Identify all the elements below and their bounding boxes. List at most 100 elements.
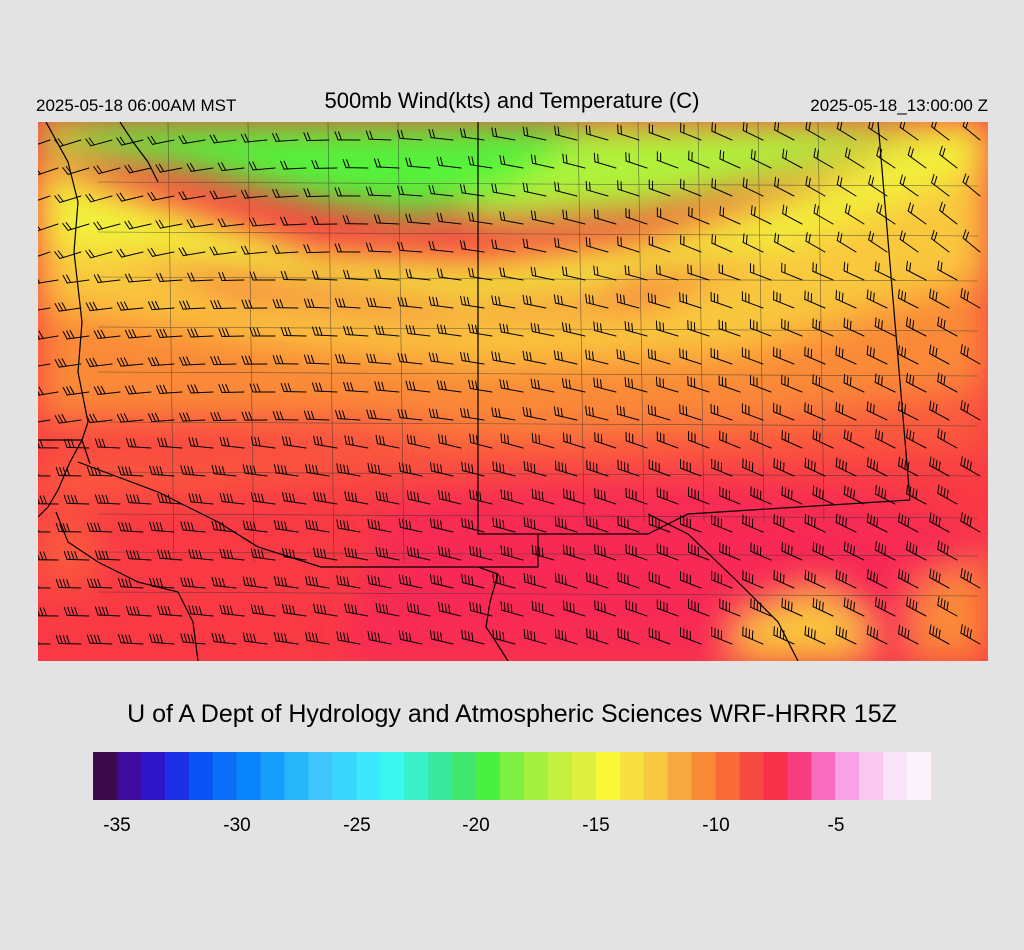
wind-barb	[305, 575, 330, 589]
wind-barb	[461, 461, 485, 477]
wind-barb	[962, 173, 981, 197]
wind-barb	[313, 435, 338, 449]
wind-barb	[157, 437, 183, 449]
wind-barb	[398, 462, 423, 477]
wind-barb	[272, 299, 299, 309]
wind-barb	[868, 174, 888, 197]
wind-barb	[375, 602, 400, 617]
wind-barb	[468, 323, 493, 337]
map-title: 500mb Wind(kts) and Temperature (C)	[324, 88, 700, 113]
wind-barb	[679, 292, 702, 309]
wind-barb	[492, 629, 516, 645]
colorbar-swatch	[907, 752, 932, 800]
wind-barb	[530, 322, 555, 337]
wind-barb	[773, 346, 795, 365]
colorbar-swatch	[595, 752, 621, 800]
wind-barb	[343, 325, 369, 337]
wind-barb	[242, 632, 268, 645]
wind-barb	[648, 515, 671, 533]
wind-barb	[469, 489, 493, 505]
county-line	[397, 122, 405, 563]
wind-barb	[367, 574, 392, 589]
wind-barb	[960, 568, 981, 589]
wind-barb	[805, 232, 826, 253]
wind-barb	[835, 289, 857, 309]
wind-barb	[126, 605, 152, 617]
wind-barb	[781, 262, 803, 281]
wind-barb	[523, 628, 547, 645]
wind-barb	[280, 270, 307, 281]
wind-barb	[438, 433, 462, 449]
wind-barb	[218, 383, 245, 394]
wind-barb	[187, 384, 214, 394]
wind-barb	[586, 628, 609, 645]
wind-barb	[303, 410, 330, 421]
wind-barb	[648, 627, 671, 645]
wind-barb	[812, 374, 834, 393]
wind-barb	[85, 249, 113, 259]
wind-barb	[617, 236, 640, 253]
wind-barb	[804, 457, 826, 477]
wind-barb	[405, 213, 431, 225]
wind-barb	[905, 316, 927, 337]
wind-barb	[531, 488, 555, 505]
wind-barb	[55, 634, 82, 645]
wind-barb	[365, 242, 392, 253]
wind-barb	[594, 432, 617, 449]
county-line	[757, 122, 765, 523]
wind-barb	[210, 356, 237, 366]
wind-barb	[38, 278, 59, 284]
wind-barb	[655, 264, 679, 281]
wind-barb	[248, 217, 276, 227]
wind-barb	[523, 516, 547, 533]
wind-barb	[874, 541, 896, 561]
wind-barb	[178, 135, 206, 145]
wind-barb	[38, 223, 59, 232]
wind-barb	[594, 488, 617, 505]
wind-barb	[617, 627, 640, 645]
wind-barb	[586, 572, 609, 589]
wind-barb	[719, 205, 741, 225]
wind-barb	[335, 297, 361, 309]
wind-barb	[553, 406, 578, 421]
wind-barb	[334, 131, 361, 141]
wind-barb	[962, 229, 981, 253]
wind-barb	[531, 600, 555, 617]
wind-barb	[648, 459, 671, 477]
wind-barb	[467, 155, 493, 169]
wind-barb	[124, 273, 152, 283]
wind-barb	[428, 408, 454, 421]
wind-barb	[459, 240, 485, 253]
wind-barb	[680, 178, 702, 197]
wind-barb	[562, 209, 586, 225]
wind-barb	[741, 291, 764, 309]
wind-barb	[656, 543, 679, 561]
wind-barb	[126, 549, 152, 561]
wind-barb	[625, 207, 648, 225]
wind-barb	[93, 221, 121, 231]
wind-barb	[836, 122, 857, 141]
wind-barb	[93, 329, 121, 340]
wind-barb	[219, 548, 245, 561]
wind-barb	[303, 354, 330, 365]
wind-barb	[688, 150, 710, 169]
wind-barb	[336, 519, 361, 533]
wind-barb	[311, 270, 338, 281]
wind-barb	[561, 322, 586, 337]
model-credit: U of A Dept of Hydrology and Atmospheric…	[127, 700, 897, 728]
wind-barb	[366, 353, 392, 365]
wind-barb	[905, 372, 927, 393]
wind-barb	[750, 598, 772, 617]
wind-barb	[710, 291, 733, 309]
wind-barb	[336, 463, 361, 477]
wind-barb	[461, 517, 485, 533]
wind-barb	[647, 292, 671, 309]
wind-barb	[374, 269, 400, 281]
wind-barb	[149, 577, 175, 589]
wind-barb	[625, 151, 648, 169]
wind-barb	[866, 345, 888, 365]
wind-barb	[118, 466, 144, 477]
colorbar-swatch	[667, 752, 692, 800]
wind-barb	[960, 400, 981, 421]
wind-barb	[375, 434, 400, 449]
